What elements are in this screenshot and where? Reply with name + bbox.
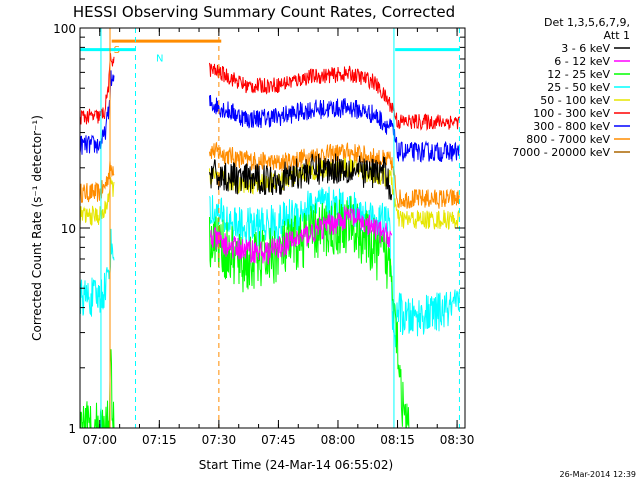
plot-area: SN: [79, 28, 460, 429]
chart-title: HESSI Observing Summary Count Rates, Cor…: [73, 3, 455, 21]
x-tick-label-2: 07:30: [202, 433, 237, 447]
x-tick-label-4: 08:00: [321, 433, 356, 447]
legend-header-0: Det 1,3,5,6,7,9,: [544, 16, 630, 29]
legend-header-1: Att 1: [604, 29, 630, 42]
x-tick-label-1: 07:15: [142, 433, 177, 447]
y-axis-label: Corrected Count Rate (s⁻¹ detector⁻¹): [30, 115, 44, 341]
series-line-3-1: [209, 186, 460, 348]
legend-label-1: 6 - 12 keV: [554, 55, 610, 68]
series-line-1-0: [210, 206, 393, 266]
legend-label-8: 7000 - 20000 keV: [512, 146, 610, 159]
y-tick-label-1: 10: [61, 222, 76, 236]
y-tick-label-2: 100: [53, 22, 76, 36]
series-line-3-0: [79, 228, 115, 317]
series-line-4-0: [79, 177, 115, 226]
series-line-5-0: [79, 53, 115, 125]
x-tick-label-3: 07:45: [261, 433, 296, 447]
legend-label-3: 25 - 50 keV: [547, 81, 610, 94]
legend-label-2: 12 - 25 keV: [547, 68, 610, 81]
y-tick-label-0: 1: [68, 422, 76, 436]
legend-label-0: 3 - 6 keV: [561, 42, 610, 55]
legend-label-7: 800 - 7000 keV: [526, 133, 610, 146]
timestamp-label: 26-Mar-2014 12:39: [560, 470, 637, 479]
legend-label-6: 300 - 800 keV: [533, 120, 610, 133]
series-line-7-1: [209, 142, 460, 209]
x-tick-label-6: 08:30: [440, 433, 475, 447]
series-line-5-1: [209, 62, 460, 132]
legend-label-4: 50 - 100 keV: [540, 94, 610, 107]
series-line-0-0: [209, 153, 393, 201]
legend-label-5: 100 - 300 keV: [533, 107, 610, 120]
x-tick-label-0: 07:00: [82, 433, 117, 447]
mode-label-1: N: [156, 54, 163, 65]
series-line-7-0: [79, 160, 115, 204]
series-line-6-1: [209, 94, 460, 163]
axes: 07:00 07:15 07:30 07:45 08:00 08:15 08:30 1 10 10…: [53, 22, 474, 447]
x-tick-label-5: 08:15: [380, 433, 415, 447]
series-line-6-0: [79, 70, 115, 155]
x-axis-label: Start Time (24-Mar-14 06:55:02): [199, 458, 393, 472]
